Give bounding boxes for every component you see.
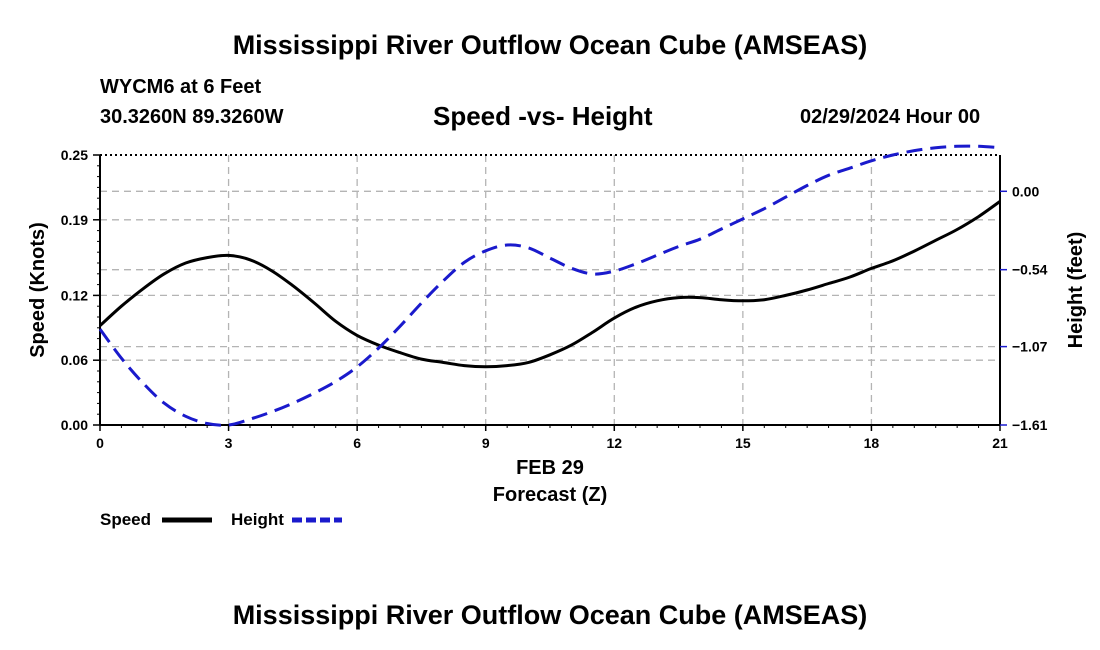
x-tick-label: 15 [735, 435, 751, 451]
y2-tick-label: −1.07 [1012, 339, 1048, 355]
footer-title: Mississippi River Outflow Ocean Cube (AM… [232, 600, 868, 630]
chart-subtitle: Speed -vs- Height [433, 101, 653, 131]
datetime-label: 02/29/2024 Hour 00 [800, 106, 981, 128]
data-series [98, 144, 1001, 427]
y2-tick-label: −0.54 [1012, 262, 1048, 278]
x-tick-label: 21 [992, 435, 1008, 451]
x-axis-label: Forecast (Z) [493, 484, 607, 506]
y-tick-label: 0.12 [61, 287, 88, 303]
legend-height-label: Height [231, 510, 284, 529]
y-tick-label: 0.19 [61, 212, 88, 228]
x-axis-date-label: FEB 29 [516, 457, 584, 479]
x-tick-label: 0 [96, 435, 104, 451]
x-tick-label: 18 [864, 435, 880, 451]
x-tick-label: 3 [225, 435, 233, 451]
legend: Speed Height [100, 510, 342, 529]
plot-area-frame [99, 154, 1001, 426]
y-tick-label: 0.25 [61, 147, 88, 163]
chart-title: Mississippi River Outflow Ocean Cube (AM… [232, 30, 868, 60]
speed-series-line [99, 200, 1001, 369]
y-tick-label: 0.00 [61, 417, 88, 433]
x-tick-label: 9 [482, 435, 490, 451]
x-tick-label: 12 [606, 435, 622, 451]
x-tick-label: 6 [353, 435, 361, 451]
height-series-line [98, 144, 1001, 427]
y2-tick-label: −1.61 [1012, 417, 1048, 433]
legend-speed-label: Speed [100, 510, 151, 529]
coordinates-label: 30.3260N 89.3260W [100, 106, 284, 128]
y2-axis-label: Height (feet) [1065, 232, 1087, 349]
y-axis-label: Speed (Knots) [27, 222, 49, 358]
axis-ticks: 0 3 6 9 12 15 18 21 0.00 0.06 0.12 0.19 0.25 0.00 −0.5… [61, 147, 1048, 451]
station-label: WYCM6 at 6 Feet [100, 76, 262, 98]
y2-tick-label: 0.00 [1012, 183, 1039, 199]
y-tick-label: 0.06 [61, 352, 88, 368]
grid-lines [100, 155, 1000, 425]
